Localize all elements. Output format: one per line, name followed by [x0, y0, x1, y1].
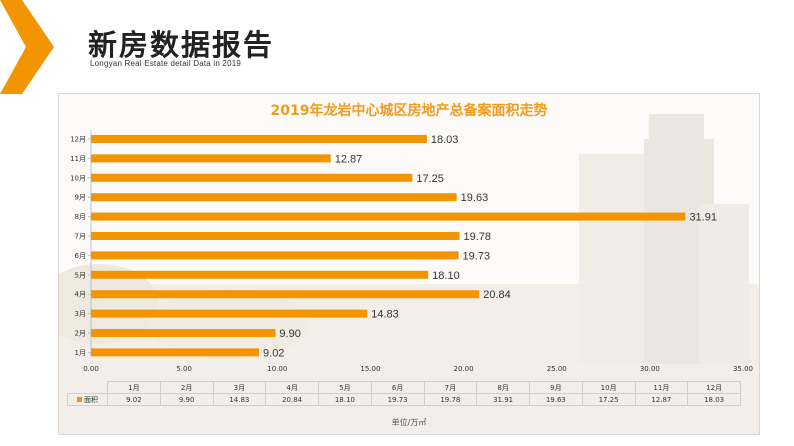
table-month-cell: 12月 — [687, 381, 741, 394]
bar-chart-plot: 12月 18.03 11月 12.87 10月 17.25 9月 19.63 8月 31.91 7月… — [70, 130, 753, 373]
data-label: 17.25 — [416, 173, 444, 185]
x-tick-label: 15.00 — [360, 365, 380, 373]
bar — [91, 135, 427, 143]
y-tick-label: 7月 — [75, 233, 86, 241]
x-tick-label: 10.00 — [267, 365, 287, 373]
table-value-row: 面积 9.02 9.90 14.83 20.84 18.10 19.73 19.78 31.9… — [67, 393, 741, 406]
table-month-cell: 7月 — [423, 381, 478, 394]
table-value-cell: 19.63 — [529, 393, 583, 406]
table-value-cell: 9.90 — [159, 393, 214, 406]
y-tick-label: 5月 — [75, 271, 86, 279]
table-value-cell: 20.84 — [265, 393, 319, 406]
data-label: 18.10 — [432, 270, 460, 282]
chart-panel: 2019年龙岩中心城区房地产总备案面积走势 12月 18.03 11月 12.87 10… — [58, 93, 760, 435]
table-corner-cell — [67, 381, 108, 394]
y-tick-label: 6月 — [75, 252, 86, 260]
data-label: 19.63 — [461, 192, 489, 204]
table-value-cell: 31.91 — [476, 393, 530, 406]
table-header-row: 1月 2月 3月 4月 5月 6月 7月 8月 9月 10月 11月 12月 — [67, 381, 741, 394]
chevron-right-icon — [0, 0, 54, 94]
bar — [91, 348, 260, 357]
table-value-cell: 9.02 — [107, 393, 161, 406]
bar — [91, 290, 480, 299]
table-value-cell: 19.78 — [423, 393, 478, 406]
bar — [91, 251, 459, 260]
data-label: 31.91 — [689, 212, 717, 224]
data-label: 12.87 — [335, 153, 363, 165]
table-month-cell: 1月 — [107, 381, 161, 394]
y-tick-label: 1月 — [75, 349, 86, 357]
data-label: 9.90 — [279, 328, 300, 340]
table-month-cell: 5月 — [318, 381, 372, 394]
bar — [91, 232, 460, 240]
data-label: 18.03 — [431, 134, 459, 146]
table-value-cell: 14.83 — [212, 393, 267, 406]
data-label: 14.83 — [371, 309, 399, 321]
table-month-cell: 4月 — [265, 381, 319, 394]
data-label: 9.02 — [263, 347, 284, 359]
y-tick-label: 9月 — [75, 194, 86, 202]
building-photo-background — [59, 94, 759, 434]
y-tick-label: 4月 — [75, 291, 86, 299]
x-tick-label: 0.00 — [83, 365, 99, 373]
table-value-cell: 12.87 — [634, 393, 689, 406]
page-title: 新房数据报告 — [88, 28, 275, 62]
y-tick-label: 2月 — [75, 330, 86, 338]
table-value-cell: 17.25 — [581, 393, 636, 406]
y-tick-label: 3月 — [75, 310, 86, 318]
bar — [91, 173, 413, 182]
bar — [91, 309, 368, 318]
legend-swatch — [77, 397, 82, 402]
table-month-cell: 11月 — [634, 381, 689, 394]
table-month-cell: 10月 — [581, 381, 636, 394]
unit-label: 单位/万㎡ — [391, 418, 427, 427]
y-tick-label: 10月 — [70, 174, 86, 182]
y-tick-label: 11月 — [70, 155, 86, 163]
data-label: 19.78 — [463, 231, 491, 243]
table-month-cell: 9月 — [529, 381, 583, 394]
y-tick-label: 8月 — [75, 213, 86, 221]
legend-label: 面积 — [84, 395, 98, 404]
bar — [91, 270, 429, 279]
table-value-cell: 18.10 — [318, 393, 372, 406]
bar — [91, 154, 331, 163]
table-month-cell: 3月 — [212, 381, 267, 394]
page-subtitle: Longyan Real Estate detail Data in 2019 — [90, 59, 242, 68]
data-label: 20.84 — [483, 289, 511, 301]
table-month-cell: 6月 — [370, 381, 425, 394]
bar — [91, 329, 276, 337]
table-value-cell: 19.73 — [370, 393, 425, 406]
legend-cell: 面积 — [67, 393, 108, 406]
table-value-cell: 18.03 — [687, 393, 741, 406]
x-tick-label: 35.00 — [733, 365, 753, 373]
data-table: 1月 2月 3月 4月 5月 6月 7月 8月 9月 10月 11月 12月 面积 9.02 9.90 1… — [67, 381, 741, 406]
x-tick-label: 25.00 — [547, 365, 567, 373]
bar — [91, 212, 686, 221]
table-month-cell: 8月 — [476, 381, 530, 394]
chart-title: 2019年龙岩中心城区房地产总备案面积走势 — [270, 103, 548, 119]
x-tick-label: 5.00 — [176, 365, 192, 373]
x-tick-label: 30.00 — [640, 365, 660, 373]
data-label: 19.73 — [463, 250, 491, 262]
y-tick-label: 12月 — [70, 136, 86, 144]
table-month-cell: 2月 — [159, 381, 214, 394]
x-tick-label: 20.00 — [454, 365, 474, 373]
bar — [91, 193, 457, 202]
